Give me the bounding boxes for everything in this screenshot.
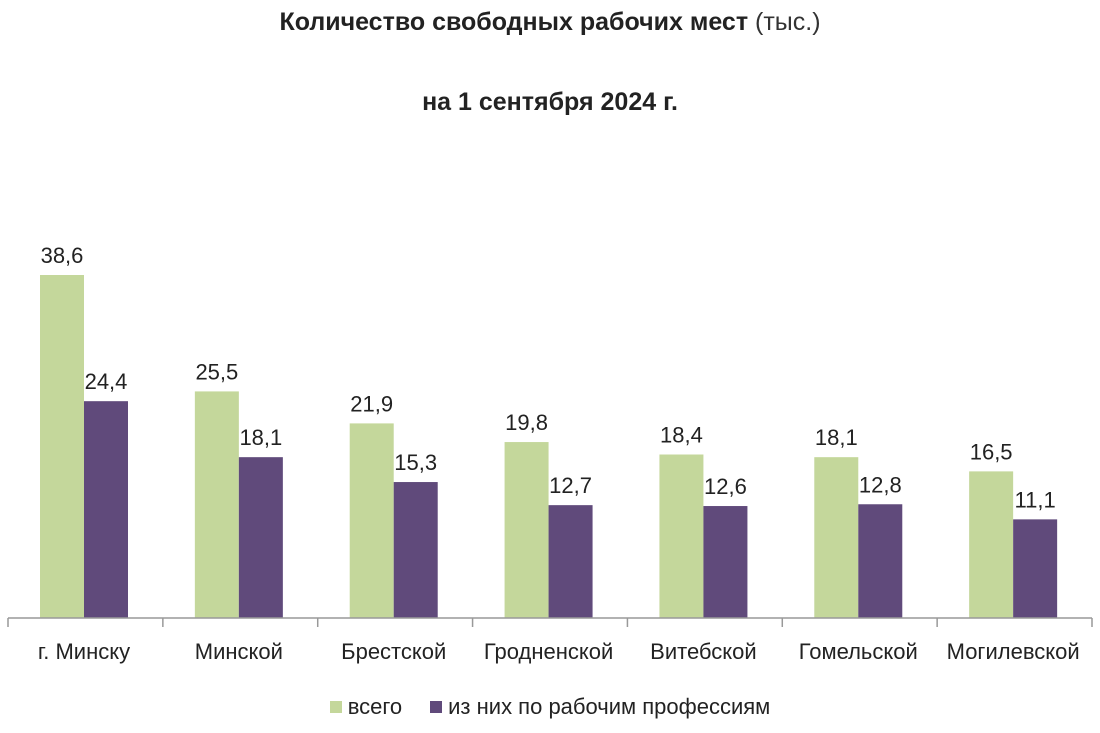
data-label-working-2: 15,3 — [394, 450, 437, 475]
category-label-3: Гродненской — [484, 639, 613, 664]
legend-item-working-professions: из них по рабочим профессиям — [430, 694, 770, 720]
data-label-total-4: 18,4 — [660, 422, 703, 447]
category-label-1: Минской — [195, 639, 283, 664]
legend-item-total: всего — [329, 694, 403, 720]
data-label-working-0: 24,4 — [85, 369, 128, 394]
data-label-total-3: 19,8 — [505, 410, 548, 435]
data-label-working-1: 18,1 — [239, 425, 282, 450]
chart-title-unit: (тыс.) — [755, 8, 821, 36]
bar-working-0 — [84, 401, 128, 618]
data-label-total-5: 18,1 — [815, 425, 858, 450]
data-label-working-3: 12,7 — [549, 473, 592, 498]
data-label-working-4: 12,6 — [704, 474, 747, 499]
bar-total-1 — [194, 391, 239, 618]
bar-working-2 — [393, 482, 438, 618]
bar-total-6 — [969, 471, 1014, 618]
bar-total-3 — [504, 442, 549, 618]
legend: всего из них по рабочим профессиям — [0, 694, 1100, 720]
category-label-6: Могилевской — [947, 639, 1080, 664]
data-label-working-6: 11,1 — [1015, 487, 1056, 512]
bar-working-6 — [1013, 519, 1058, 618]
data-label-total-6: 16,5 — [970, 439, 1013, 464]
category-label-2: Брестской — [341, 639, 446, 664]
chart-title-main: Количество свободных рабочих мест — [279, 8, 749, 36]
bar-total-0 — [40, 275, 84, 618]
bar-working-1 — [238, 457, 283, 618]
chart-subtitle: на 1 сентября 2024 г. — [422, 88, 678, 116]
bar-total-2 — [349, 423, 394, 618]
legend-swatch-working-professions — [430, 701, 443, 713]
legend-label-working-professions: из них по рабочим профессиям — [448, 694, 771, 719]
data-label-working-5: 12,8 — [859, 472, 902, 497]
bar-working-4 — [703, 506, 748, 618]
category-label-4: Витебской — [650, 639, 757, 664]
legend-label-total: всего — [347, 694, 403, 719]
bar-working-3 — [548, 505, 593, 618]
bar-total-4 — [659, 454, 704, 618]
category-label-0: г. Минску — [38, 639, 130, 664]
data-label-total-0: 38,6 — [41, 243, 84, 268]
bar-total-5 — [814, 457, 859, 618]
bar-working-5 — [858, 504, 903, 618]
legend-swatch-total — [329, 701, 342, 713]
category-label-5: Гомельской — [799, 639, 918, 664]
chart-title: Количество свободных рабочих мест (тыс.) — [0, 8, 1100, 37]
data-label-total-1: 25,5 — [195, 359, 238, 384]
data-label-total-2: 21,9 — [350, 391, 393, 416]
